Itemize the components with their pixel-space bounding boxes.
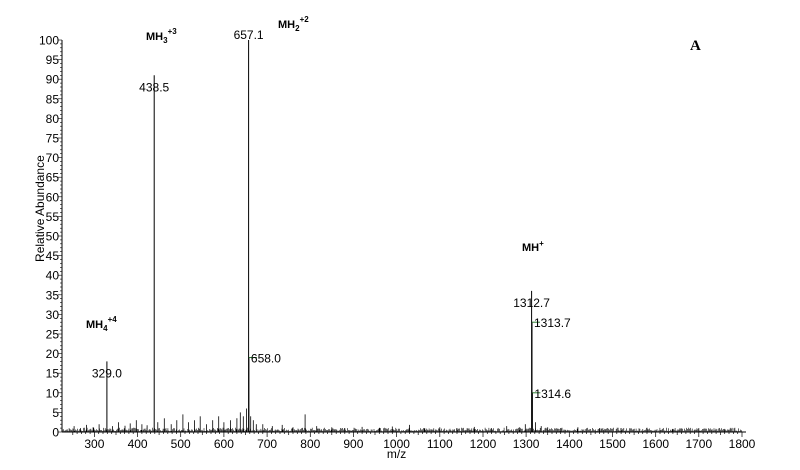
y-tick-label: 85 bbox=[46, 92, 60, 106]
y-tick-label: 75 bbox=[46, 132, 60, 146]
peak-label: 438.5 bbox=[139, 80, 169, 94]
y-tick-label: 60 bbox=[46, 190, 60, 204]
y-tick-label: 50 bbox=[46, 230, 60, 244]
y-tick-label: 20 bbox=[46, 347, 60, 361]
x-tick-label: 1700 bbox=[685, 437, 712, 451]
y-tick-label: 80 bbox=[46, 112, 60, 126]
x-tick-label: 600 bbox=[214, 437, 234, 451]
y-tick-label: 70 bbox=[46, 151, 60, 165]
ion-label: MH4+4 bbox=[86, 315, 117, 333]
y-tick-label: 90 bbox=[46, 73, 60, 87]
axes-group bbox=[61, 40, 746, 433]
x-tick-label: 800 bbox=[300, 437, 320, 451]
x-tick-label: 1100 bbox=[427, 437, 453, 451]
peak-label: 1312.7 bbox=[513, 296, 550, 310]
x-tick-label: 1200 bbox=[470, 437, 497, 451]
peak-label: 657.1 bbox=[234, 28, 264, 42]
y-tick-label: 45 bbox=[46, 249, 60, 263]
y-tick-label: 30 bbox=[46, 308, 60, 322]
y-ticks-group: 0 5 10 15 20 25 30 35 40 45 50 55 60 65 70 75 80 85 90 95 10… bbox=[39, 34, 62, 440]
ion-label: MH+ bbox=[522, 239, 544, 254]
x-axis-title: m/z bbox=[387, 447, 406, 461]
x-tick-label: 1300 bbox=[513, 437, 540, 451]
y-tick-label: 65 bbox=[46, 171, 60, 185]
x-tick-label: 1600 bbox=[642, 437, 669, 451]
y-tick-label: 55 bbox=[46, 210, 60, 224]
y-tick-label: 40 bbox=[46, 269, 60, 283]
x-tick-label: 300 bbox=[84, 437, 104, 451]
y-tick-label: 0 bbox=[52, 426, 59, 440]
ion-label: MH3+3 bbox=[146, 27, 177, 45]
x-tick-label: 900 bbox=[343, 437, 363, 451]
x-ticks-group: 300 400 500 600 700 800 900 1000 1100 1200 1300 140… bbox=[72, 432, 756, 451]
ion-annotations-group: MH4+4 MH3+3 MH2+2 MH+ bbox=[86, 15, 544, 333]
y-tick-label: 100 bbox=[39, 34, 59, 48]
x-tick-label: 500 bbox=[171, 437, 191, 451]
y-tick-label: 25 bbox=[46, 328, 60, 342]
peak-label: 658.0 bbox=[251, 352, 281, 366]
y-axis-title: Relative Abundance bbox=[33, 155, 47, 262]
peak-label: 1314.6 bbox=[534, 387, 571, 401]
y-tick-label: 15 bbox=[46, 367, 60, 381]
x-tick-label: 1800 bbox=[729, 437, 756, 451]
x-tick-label: 700 bbox=[257, 437, 277, 451]
y-tick-label: 95 bbox=[46, 53, 60, 67]
y-tick-label: 35 bbox=[46, 288, 60, 302]
x-tick-label: 400 bbox=[128, 437, 148, 451]
x-tick-label: 1400 bbox=[556, 437, 583, 451]
labeled-peaks-group: 329.0 438.5 657.1 658.0 1312.7 1313.7 1314.6 bbox=[92, 28, 571, 432]
minor-peaks-group bbox=[62, 408, 742, 432]
y-tick-label: 5 bbox=[52, 406, 59, 420]
panel-label: A bbox=[690, 38, 701, 54]
x-tick-label: 1500 bbox=[599, 437, 626, 451]
peak-label: 329.0 bbox=[92, 366, 122, 380]
x-tick-label: 1000 bbox=[383, 437, 410, 451]
y-tick-label: 10 bbox=[46, 386, 60, 400]
peak-label: 1313.7 bbox=[534, 316, 571, 330]
ion-label: MH2+2 bbox=[278, 15, 309, 33]
